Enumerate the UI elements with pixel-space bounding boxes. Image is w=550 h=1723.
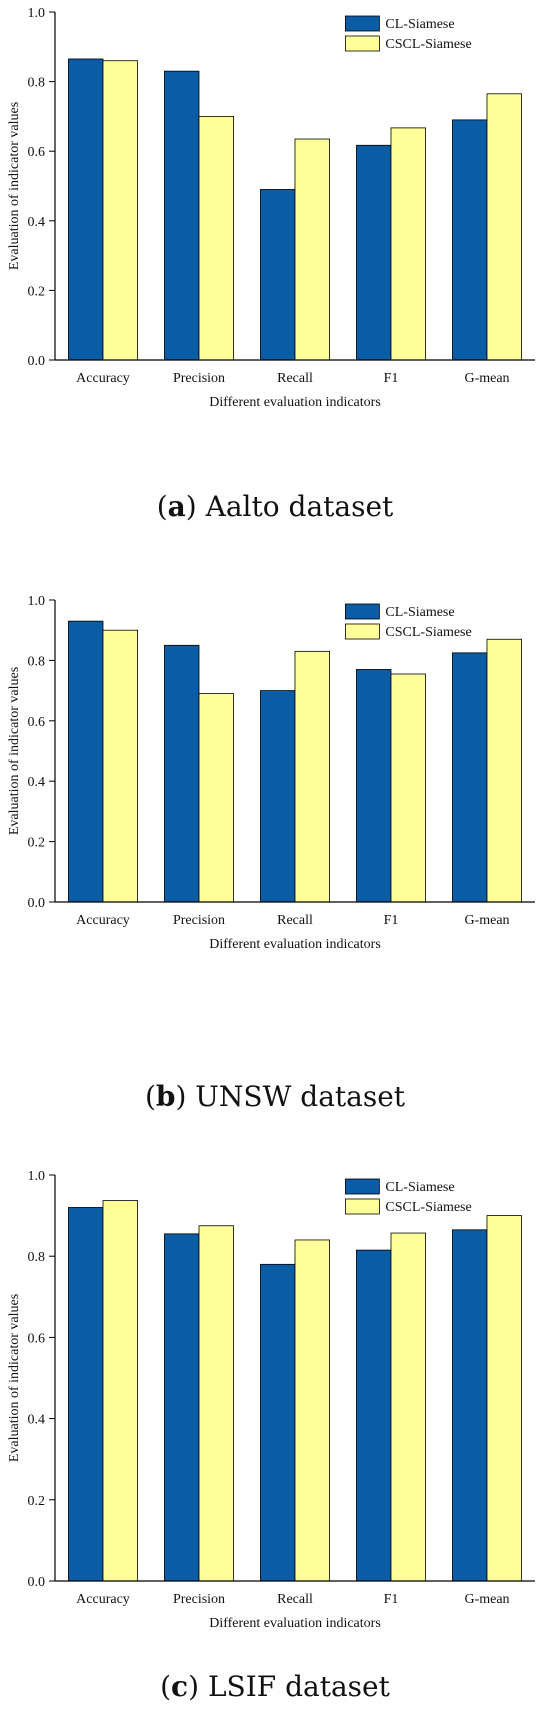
y-tick-label: 0.4 [28, 775, 46, 790]
bar-cscl-siamese-precision [198, 116, 234, 361]
chart-panel-b: Accuracy Precision Recall F1 G-mean 0.0 0.2 0.4… [0, 590, 550, 1135]
chart-panel-a: Accuracy Precision Recall F1 G-mean 0.0 0.2 0.4… [0, 0, 550, 540]
y-tick-label: 1.0 [28, 594, 46, 609]
y-axis-title: Evaluation of indicator values [7, 1294, 22, 1462]
bar-cl-siamese-accuracy [68, 620, 104, 903]
y-tick-label: 0.6 [28, 715, 46, 730]
x-tick-label: F1 [384, 1592, 399, 1607]
caption-c: (c) LSIF dataset [160, 1670, 390, 1703]
caption-text-a: Aalto dataset [196, 490, 394, 523]
bar-cl-siamese-f1 [356, 1249, 392, 1582]
x-tick-label: F1 [384, 371, 399, 386]
bar-cscl-siamese-f1 [390, 1232, 426, 1582]
bar-chart-a: Accuracy Precision Recall F1 G-mean 0.0 0.2 0.4… [7, 6, 535, 410]
chart-panel-c: Accuracy Precision Recall F1 G-mean 0.0 0.2 0.4… [0, 1165, 550, 1723]
legend-swatch-cscl-siamese [344, 35, 380, 52]
y-tick-label: 0.0 [28, 354, 46, 369]
x-tick-label: Recall [277, 371, 313, 386]
x-tick-label: G-mean [464, 1592, 509, 1607]
y-tick-label: 0.4 [28, 215, 46, 230]
legend-label: CSCL-Siamese [385, 37, 471, 52]
bar-cscl-siamese-f1 [390, 127, 426, 361]
x-tick-label: G-mean [464, 371, 509, 386]
bar-cl-siamese-g-mean [452, 652, 488, 903]
y-tick-label: 0.0 [28, 1575, 46, 1590]
bar-cl-siamese-recall [260, 1263, 296, 1582]
y-tick-label: 0.6 [28, 1331, 46, 1346]
bar-cscl-siamese-accuracy [102, 629, 138, 903]
legend-label: CL-Siamese [385, 1180, 454, 1195]
legend-swatch-cl-siamese [344, 603, 380, 620]
x-axis-title: Different evaluation indicators [209, 1616, 381, 1631]
bar-cscl-siamese-g-mean [486, 93, 522, 361]
x-tick-label: Recall [277, 913, 313, 928]
bar-cl-siamese-recall [260, 690, 296, 903]
bar-cscl-siamese-f1 [390, 673, 426, 903]
y-tick-label: 0.4 [28, 1413, 46, 1428]
bar-cl-siamese-precision [164, 644, 200, 903]
bar-cscl-siamese-recall [294, 1239, 330, 1582]
legend-swatch-cscl-siamese [344, 623, 380, 640]
y-tick-label: 1.0 [28, 1169, 46, 1184]
caption-text-c: LSIF dataset [199, 1670, 390, 1703]
x-tick-label: Precision [173, 1592, 225, 1607]
caption-a: (a) Aalto dataset [156, 490, 394, 523]
y-axis-title: Evaluation of indicator values [7, 667, 22, 835]
legend-swatch-cl-siamese [344, 1178, 380, 1195]
bar-cscl-siamese-g-mean [486, 638, 522, 903]
caption-letter-a: a [167, 490, 186, 523]
caption-letter-c: c [171, 1670, 189, 1703]
caption-b: (b) UNSW dataset [144, 1080, 406, 1113]
bar-cscl-siamese-precision [198, 1225, 234, 1582]
y-tick-label: 0.8 [28, 1250, 46, 1265]
y-tick-label: 0.2 [28, 836, 46, 851]
bar-cl-siamese-precision [164, 70, 200, 361]
y-tick-label: 1.0 [28, 6, 46, 21]
legend-label: CSCL-Siamese [385, 1200, 471, 1215]
bar-cscl-siamese-recall [294, 650, 330, 903]
x-tick-label: Accuracy [76, 913, 130, 928]
legend-label: CL-Siamese [385, 605, 454, 620]
caption-text-b: UNSW dataset [186, 1080, 406, 1113]
x-tick-label: Accuracy [76, 1592, 130, 1607]
y-tick-label: 0.2 [28, 284, 46, 299]
x-axis-title: Different evaluation indicators [209, 395, 381, 410]
x-tick-label: Precision [173, 371, 225, 386]
bar-cl-siamese-f1 [356, 144, 392, 361]
bar-cscl-siamese-recall [294, 138, 330, 361]
bar-chart-b: Accuracy Precision Recall F1 G-mean 0.0 0.2 0.4… [7, 594, 535, 952]
x-tick-label: Precision [173, 913, 225, 928]
x-tick-label: F1 [384, 913, 399, 928]
y-tick-label: 0.0 [28, 896, 46, 911]
y-tick-label: 0.8 [28, 76, 46, 91]
x-tick-label: G-mean [464, 913, 509, 928]
x-tick-label: Recall [277, 1592, 313, 1607]
bar-cscl-siamese-accuracy [102, 1200, 138, 1582]
y-tick-label: 0.6 [28, 145, 46, 160]
y-tick-label: 0.2 [28, 1494, 46, 1509]
legend-swatch-cl-siamese [344, 15, 380, 32]
bar-cl-siamese-accuracy [68, 58, 104, 361]
legend-label: CSCL-Siamese [385, 625, 471, 640]
bar-cscl-siamese-g-mean [486, 1215, 522, 1582]
bar-cl-siamese-g-mean [452, 119, 488, 361]
y-tick-label: 0.8 [28, 654, 46, 669]
bar-cscl-siamese-precision [198, 693, 234, 903]
bar-cl-siamese-accuracy [68, 1207, 104, 1582]
y-axis-title: Evaluation of indicator values [7, 102, 22, 270]
bar-cscl-siamese-accuracy [102, 60, 138, 361]
caption-letter-b: b [155, 1080, 176, 1113]
legend-swatch-cscl-siamese [344, 1198, 380, 1215]
bar-cl-siamese-f1 [356, 669, 392, 903]
x-tick-label: Accuracy [76, 371, 130, 386]
bar-cl-siamese-precision [164, 1233, 200, 1582]
bar-cl-siamese-g-mean [452, 1229, 488, 1582]
legend-label: CL-Siamese [385, 17, 454, 32]
bar-cl-siamese-recall [260, 189, 296, 361]
x-axis-title: Different evaluation indicators [209, 937, 381, 952]
bar-chart-c: Accuracy Precision Recall F1 G-mean 0.0 0.2 0.4… [7, 1169, 535, 1631]
